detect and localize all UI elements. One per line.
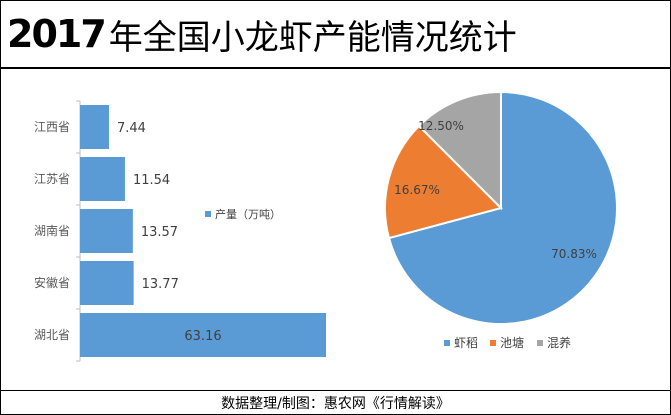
pie-slice <box>387 90 618 325</box>
bar-data-label: 7.44 <box>117 121 146 136</box>
footer-credit: 数据整理/制图：惠农网《行情解读》 <box>1 390 670 415</box>
bar-data-label: 63.16 <box>184 329 221 344</box>
chart-canvas: 江西省 7.44 江苏省 11.54 湖南省 13.57 安徽省 13.77 湖北省 63.16 产… <box>34 90 618 362</box>
y-tick-label: 安徽省 <box>34 275 70 290</box>
bar <box>80 261 134 305</box>
legend-label: 虾稻 <box>454 336 478 350</box>
y-tick-label: 湖南省 <box>34 223 70 238</box>
legend-marker <box>490 340 496 346</box>
y-tick-label: 湖北省 <box>34 327 70 342</box>
y-tick-label: 江西省 <box>34 120 70 134</box>
pie-chart: 70.83% 16.67% 12.50% 虾稻 池塘 混养 <box>384 90 618 350</box>
y-tick-label: 江苏省 <box>34 172 70 186</box>
pie-data-label: 12.50% <box>418 119 464 133</box>
bar-data-label: 11.54 <box>133 173 170 188</box>
bar-data-label: 13.57 <box>141 225 178 240</box>
bar-chart: 江西省 7.44 江苏省 11.54 湖南省 13.57 安徽省 13.77 湖北省 63.16 产… <box>34 100 326 362</box>
pie-data-label: 16.67% <box>394 183 440 197</box>
legend-label: 产量（万吨） <box>215 207 281 221</box>
bar <box>80 157 125 201</box>
legend-marker <box>444 340 450 346</box>
bar <box>80 313 326 357</box>
legend-label: 混养 <box>547 335 571 350</box>
title-text: 年全国小龙虾产能情况统计 <box>108 17 517 58</box>
pie-slice <box>384 124 503 240</box>
legend-marker <box>537 340 543 346</box>
pie-data-label: 70.83% <box>551 247 597 261</box>
bar <box>80 209 133 253</box>
bar-data-label: 13.77 <box>142 277 179 292</box>
legend-marker <box>205 211 211 217</box>
legend-label: 池塘 <box>500 335 524 350</box>
title-year: 2017 <box>7 12 107 56</box>
bar <box>80 105 109 149</box>
pie-slice <box>417 90 502 211</box>
figure-title: 2017 年全国小龙虾产能情况统计 <box>1 1 670 69</box>
